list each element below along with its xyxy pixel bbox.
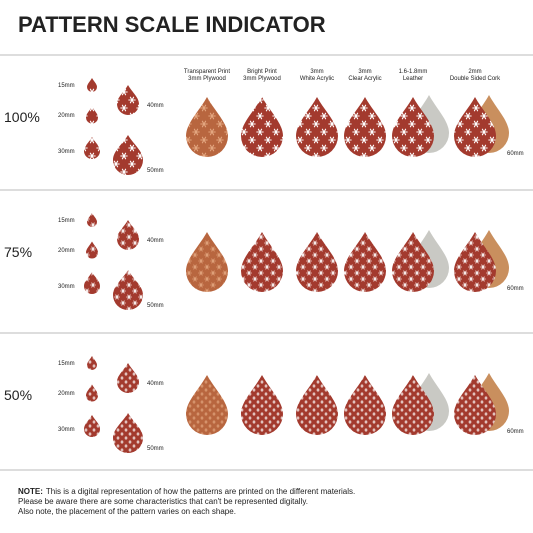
teardrop (344, 375, 386, 435)
size-label: 20mm (58, 391, 75, 397)
teardrop (392, 232, 434, 292)
teardrop (296, 97, 338, 157)
scale-label: 100% (4, 109, 40, 125)
material-label: 2mm (468, 69, 481, 75)
note-line: Also note, the placement of the pattern … (18, 507, 236, 516)
scale-row: 50% 15mm 20mm 30mm 40mm 50mm 60mm (4, 356, 524, 453)
teardrop (113, 413, 143, 453)
size-label: 40mm (147, 381, 164, 387)
size-label: 50mm (147, 168, 164, 174)
material-label: 3mm (358, 69, 371, 75)
teardrop (84, 272, 100, 294)
size-label: 50mm (147, 303, 164, 309)
teardrop (344, 232, 386, 292)
teardrop (454, 232, 496, 292)
teardrop (296, 232, 338, 292)
note-label: NOTE: (18, 487, 43, 496)
teardrop (84, 415, 100, 437)
teardrop (454, 375, 496, 435)
teardrop (186, 232, 228, 292)
size-label: 15mm (58, 218, 75, 224)
size-label: 30mm (58, 427, 75, 433)
teardrop (87, 213, 97, 227)
teardrop (454, 97, 496, 157)
material-label: Leather (403, 76, 423, 82)
teardrop (113, 135, 143, 175)
size-label: 20mm (58, 113, 75, 119)
note-line: This is a digital representation of how … (46, 487, 355, 496)
teardrop (86, 106, 98, 124)
teardrop (117, 220, 139, 250)
teardrop (296, 375, 338, 435)
size-label: 60mm (507, 286, 524, 292)
size-label: 40mm (147, 238, 164, 244)
teardrop (86, 241, 98, 259)
note-line: Please be aware there are some character… (18, 497, 308, 506)
scale-label: 50% (4, 387, 32, 403)
teardrop (113, 270, 143, 310)
scale-row: 75% 15mm 20mm 30mm 40mm 50mm 60mm (4, 213, 524, 310)
material-label: 3mm (310, 69, 323, 75)
size-label: 20mm (58, 248, 75, 254)
size-label: 30mm (58, 284, 75, 290)
material-label: Transparent Print (184, 69, 230, 75)
teardrop (87, 78, 97, 92)
material-label: Double Sided Cork (450, 76, 501, 82)
teardrop (117, 363, 139, 393)
material-label: Bright Print (247, 69, 277, 75)
teardrop (87, 356, 97, 370)
scale-row: 100% 15mm 20mm 30mm 40mm 50mm 60mm (4, 78, 524, 175)
teardrop (241, 375, 283, 435)
size-label: 15mm (58, 83, 75, 89)
size-label: 50mm (147, 446, 164, 452)
size-label: 30mm (58, 149, 75, 155)
note: NOTE: This is a digital representation of… (18, 487, 355, 496)
teardrop (392, 97, 434, 157)
teardrop (241, 232, 283, 292)
scale-label: 75% (4, 244, 32, 260)
teardrop (344, 97, 386, 157)
size-label: 15mm (58, 361, 75, 367)
teardrop (84, 137, 100, 159)
size-label: 60mm (507, 429, 524, 435)
teardrop (117, 85, 139, 115)
teardrop (186, 375, 228, 435)
material-label: 1.6-1.8mm (399, 69, 428, 75)
teardrop (241, 97, 283, 157)
material-label: White Acrylic (300, 76, 334, 82)
size-label: 40mm (147, 103, 164, 109)
teardrop (86, 384, 98, 402)
material-label: 3mm Plywood (243, 76, 281, 82)
size-label: 60mm (507, 151, 524, 157)
material-label: Clear Acrylic (348, 76, 381, 82)
teardrop (392, 375, 434, 435)
teardrop (186, 97, 228, 157)
title: PATTERN SCALE INDICATOR (18, 12, 326, 37)
material-label: 3mm Plywood (188, 76, 226, 82)
